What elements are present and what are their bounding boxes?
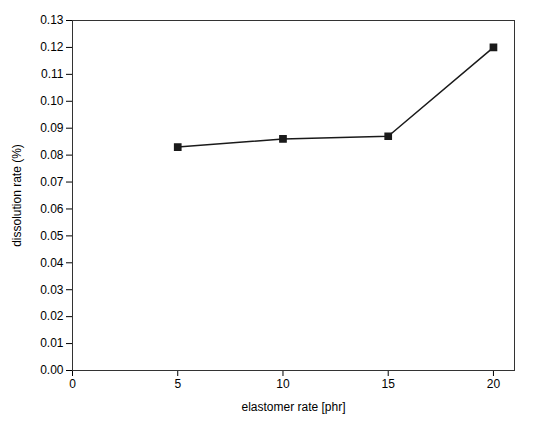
svg-text:0: 0	[69, 377, 76, 391]
svg-text:0.01: 0.01	[40, 336, 64, 350]
svg-text:0.07: 0.07	[40, 175, 64, 189]
svg-text:0.03: 0.03	[40, 283, 64, 297]
svg-text:0.08: 0.08	[40, 148, 64, 162]
svg-text:20: 20	[487, 377, 501, 391]
svg-text:0.09: 0.09	[40, 121, 64, 135]
svg-text:dissolution rate (%): dissolution rate (%)	[10, 144, 24, 247]
svg-text:0.02: 0.02	[40, 309, 64, 323]
svg-text:10: 10	[276, 377, 290, 391]
svg-text:elastomer rate [phr]: elastomer rate [phr]	[241, 400, 345, 414]
svg-text:0.06: 0.06	[40, 202, 64, 216]
svg-text:5: 5	[174, 377, 181, 391]
svg-text:15: 15	[382, 377, 396, 391]
svg-text:0.10: 0.10	[40, 94, 64, 108]
svg-text:0.00: 0.00	[40, 363, 64, 377]
svg-text:0.05: 0.05	[40, 229, 64, 243]
svg-text:0.13: 0.13	[40, 13, 64, 27]
svg-text:0.11: 0.11	[41, 67, 64, 81]
svg-text:0.12: 0.12	[40, 40, 64, 54]
svg-text:0.04: 0.04	[40, 256, 64, 270]
